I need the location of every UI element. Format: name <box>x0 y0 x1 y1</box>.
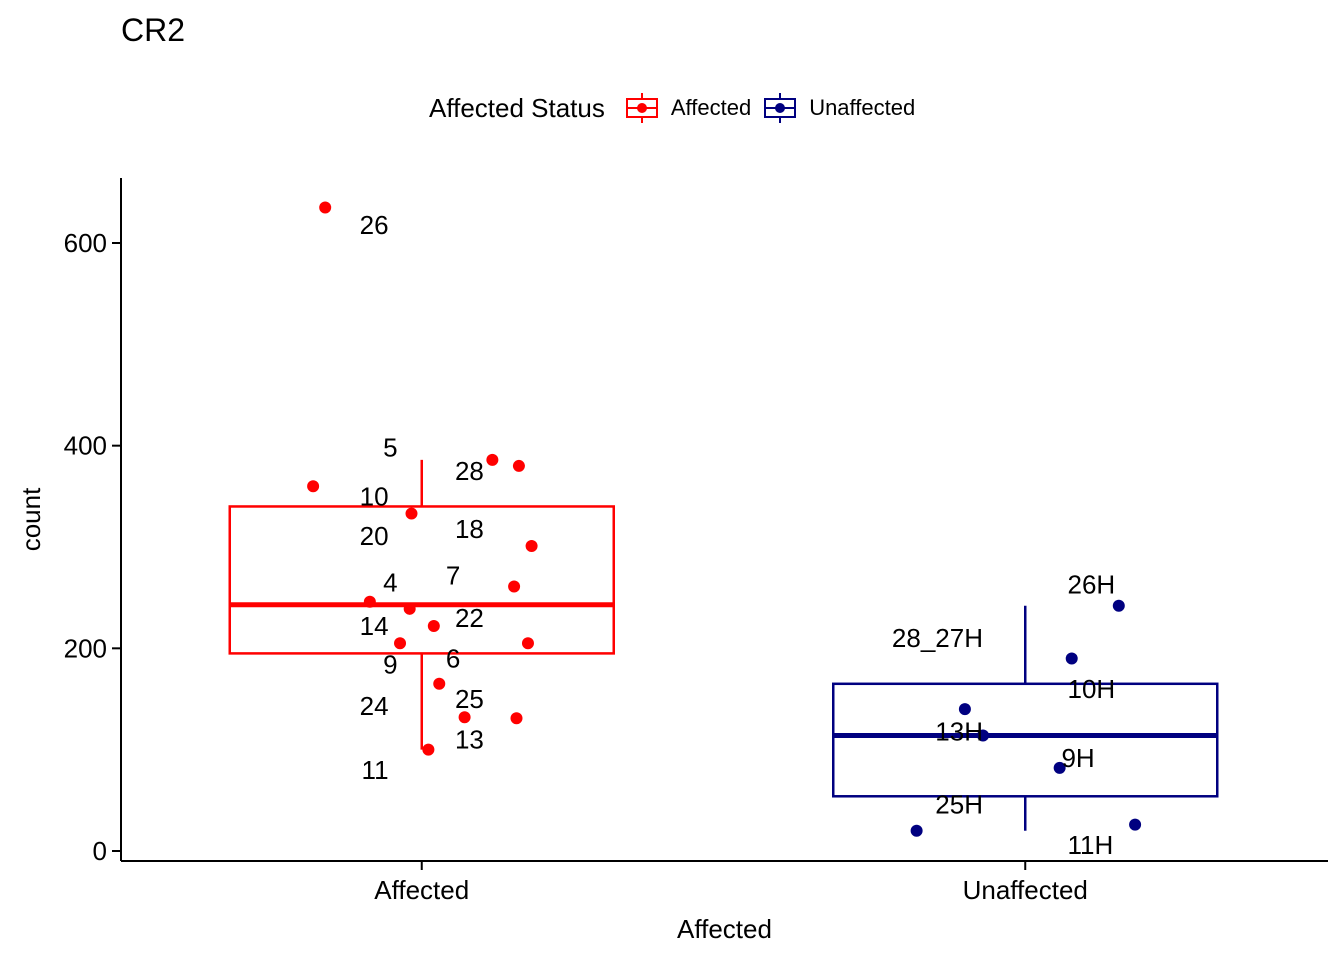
y-tick-label: 400 <box>64 431 107 461</box>
point-label: 26H <box>1067 569 1115 599</box>
legend-key-unaffected <box>764 93 797 123</box>
legend-label-unaffected: Unaffected <box>809 95 916 120</box>
data-point <box>405 507 418 520</box>
chart-title: CR2 <box>121 12 186 48</box>
point-label: 13 <box>455 725 484 755</box>
legend: Affected Status Affected Unaffected <box>429 90 927 126</box>
legend-label-affected: Affected <box>670 95 752 120</box>
data-point <box>510 712 523 725</box>
data-point <box>363 595 376 608</box>
point-label: 24 <box>360 691 389 721</box>
y-tick-label: 600 <box>64 228 107 258</box>
data-point <box>958 703 971 716</box>
box-iqr <box>832 682 1219 798</box>
y-tick-label: 200 <box>64 633 107 663</box>
point-label: 11 <box>362 755 389 785</box>
point-label: 10H <box>1067 674 1115 704</box>
point-label: 14 <box>360 611 389 641</box>
point-label: 22 <box>455 603 484 633</box>
point-label: 18 <box>455 514 484 544</box>
data-point <box>433 677 446 690</box>
legend-key-affected <box>625 93 658 123</box>
point-label: 26 <box>360 210 389 240</box>
data-point <box>403 602 416 615</box>
point-label: 6 <box>446 643 460 673</box>
data-point <box>307 480 320 493</box>
legend-item-affected: Affected <box>625 91 751 125</box>
box-iqr <box>228 505 615 655</box>
data-point <box>1065 652 1078 665</box>
point-label: 5 <box>383 433 397 463</box>
point-label: 9 <box>383 650 397 680</box>
point-label: 28_27H <box>892 623 983 653</box>
data-point <box>910 824 923 837</box>
point-label: 28 <box>455 456 484 486</box>
data-point <box>486 453 499 466</box>
point-label: 4 <box>383 567 397 597</box>
data-point <box>977 729 990 742</box>
data-point <box>1129 818 1142 831</box>
y-tick-label: 0 <box>93 836 107 866</box>
point-label: 10 <box>360 481 389 511</box>
point-label: 13H <box>935 716 983 746</box>
legend-item-unaffected: Unaffected <box>763 91 915 125</box>
x-axis-title: Affected <box>677 914 772 944</box>
data-point <box>508 580 521 593</box>
y-axis-title: count <box>16 487 46 551</box>
data-point <box>525 539 538 552</box>
x-tick-label: Affected <box>374 875 469 905</box>
data-point <box>422 743 435 756</box>
data-point <box>458 711 471 724</box>
data-point <box>319 201 332 214</box>
data-point <box>427 620 440 633</box>
legend-title: Affected Status <box>429 92 605 123</box>
x-tick-label: Unaffected <box>963 875 1088 905</box>
data-point <box>1053 761 1066 774</box>
data-point <box>1112 599 1125 612</box>
point-label: 11H <box>1067 830 1113 860</box>
point-label: 25 <box>455 684 484 714</box>
data-point <box>394 637 407 650</box>
data-point <box>521 637 534 650</box>
point-label: 9H <box>1061 743 1094 773</box>
data-point <box>512 459 525 472</box>
point-label: 25H <box>935 789 983 819</box>
point-label: 7 <box>446 560 460 590</box>
point-label: 20 <box>360 521 389 551</box>
